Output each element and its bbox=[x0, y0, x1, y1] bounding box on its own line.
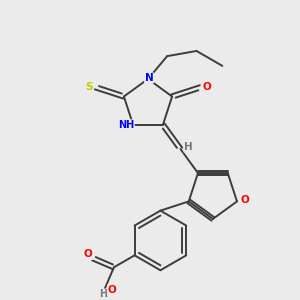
Text: S: S bbox=[85, 82, 92, 92]
Text: O: O bbox=[241, 195, 249, 206]
Text: O: O bbox=[108, 285, 116, 295]
Text: N: N bbox=[145, 73, 153, 83]
Text: O: O bbox=[84, 249, 92, 260]
Text: H: H bbox=[99, 289, 107, 299]
Text: O: O bbox=[202, 82, 211, 92]
Text: H: H bbox=[184, 142, 193, 152]
Text: NH: NH bbox=[118, 120, 134, 130]
